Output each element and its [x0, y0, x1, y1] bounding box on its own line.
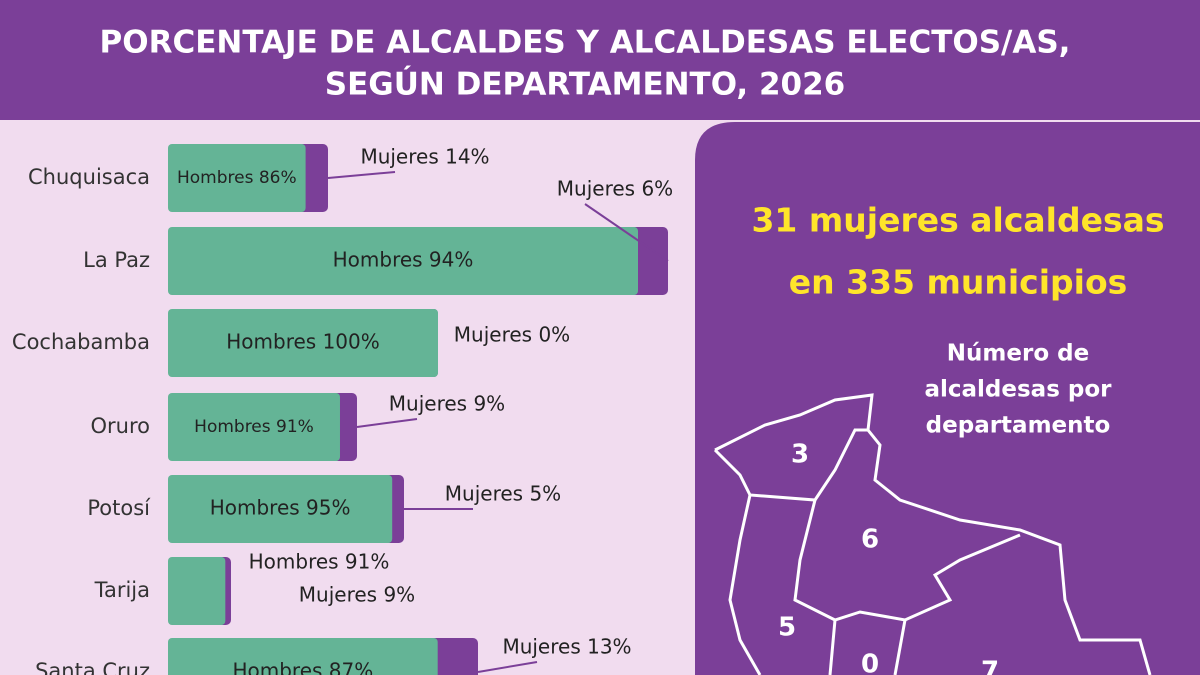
- value-label-mujeres: Mujeres 5%: [445, 482, 561, 506]
- value-label-mujeres: Mujeres 6%: [557, 177, 673, 201]
- map-value: 6: [861, 525, 879, 555]
- value-label-hombres: Hombres 91%: [249, 550, 390, 574]
- connector: [477, 661, 538, 673]
- value-label-mujeres: Mujeres 0%: [454, 323, 570, 347]
- bar-hombres: [168, 638, 438, 675]
- map-outline: [713, 393, 1152, 675]
- map-value: 7: [981, 657, 999, 675]
- side-panel: [695, 122, 1200, 675]
- chart-title: PORCENTAJE DE ALCALDES Y ALCALDESAS ELEC…: [100, 25, 1071, 61]
- header: [0, 0, 1200, 120]
- map-title: departamento: [926, 413, 1111, 439]
- value-label-hombres: Hombres 100%: [226, 330, 380, 354]
- headline: 31 mujeres alcaldesas: [751, 201, 1164, 240]
- map-value: 3: [791, 440, 809, 470]
- category-label: Chuquisaca: [28, 165, 150, 189]
- category-label: Tarija: [94, 578, 150, 602]
- bar-hombres: [168, 309, 438, 377]
- headline: en 335 municipios: [789, 263, 1128, 302]
- value-label-hombres: Hombres 87%: [232, 659, 373, 675]
- connector: [356, 418, 418, 428]
- bar-mujeres: [630, 227, 668, 295]
- category-label: Oruro: [91, 414, 151, 438]
- bar-hombres: [168, 144, 306, 212]
- chart-subtitle: SEGÚN DEPARTAMENTO, 2026: [325, 66, 845, 103]
- bar-hombres: [168, 393, 340, 461]
- value-label-hombres: Hombres 86%: [177, 168, 297, 188]
- map-title: Número de: [947, 341, 1089, 367]
- category-label: Santa Cruz: [35, 659, 150, 675]
- bar-hombres: [168, 227, 638, 295]
- value-label-mujeres: Mujeres 14%: [360, 145, 489, 169]
- connector: [584, 203, 669, 262]
- value-label-hombres: Hombres 95%: [210, 496, 351, 520]
- value-label-mujeres: Mujeres 13%: [502, 635, 631, 659]
- map-value: 0: [861, 650, 879, 675]
- value-label-mujeres: Mujeres 9%: [299, 583, 415, 607]
- category-label: Potosí: [87, 496, 151, 520]
- value-label-mujeres: Mujeres 9%: [389, 392, 505, 416]
- map-value: 5: [778, 613, 796, 643]
- category-label: Cochabamba: [12, 330, 150, 354]
- category-label: La Paz: [83, 248, 150, 272]
- bar-hombres: [168, 557, 226, 625]
- value-label-hombres: Hombres 94%: [333, 248, 474, 272]
- value-label-hombres: Hombres 91%: [194, 417, 314, 437]
- bar-hombres: [168, 475, 393, 543]
- map-title: alcaldesas por: [924, 377, 1112, 403]
- bar-mujeres: [429, 638, 478, 675]
- connector: [327, 171, 396, 179]
